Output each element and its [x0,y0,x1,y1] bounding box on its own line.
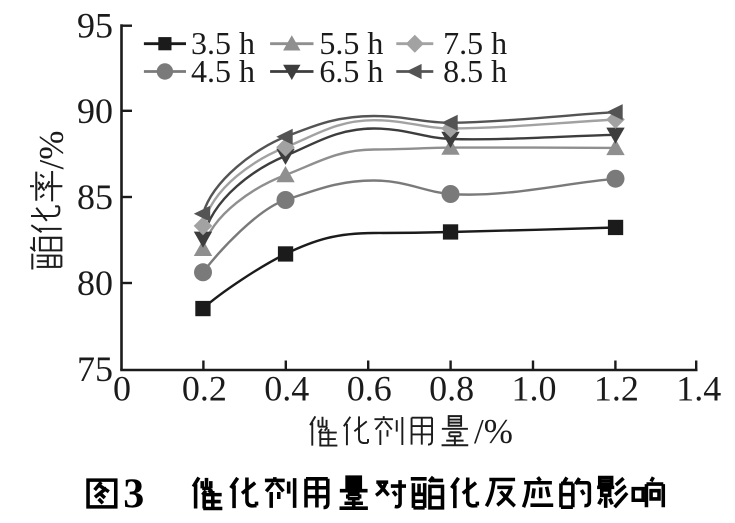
svg-text:/%: /% [32,131,71,170]
svg-text:3: 3 [123,472,144,518]
svg-text:0: 0 [113,369,131,409]
svg-text:7.5 h: 7.5 h [443,25,507,61]
svg-text:3.5 h: 3.5 h [191,25,255,61]
svg-text:0.6: 0.6 [347,369,392,409]
svg-text:80: 80 [77,263,113,303]
svg-text:1.0: 1.0 [512,369,557,409]
svg-text:95: 95 [77,6,113,46]
svg-text:5.5 h: 5.5 h [319,25,383,61]
svg-text:/%: /% [474,412,513,451]
svg-text:6.5 h: 6.5 h [319,53,383,89]
svg-text:1.2: 1.2 [594,369,639,409]
svg-text:85: 85 [77,177,113,217]
svg-text:0.2: 0.2 [182,369,227,409]
svg-text:0.8: 0.8 [429,369,474,409]
svg-text:0.4: 0.4 [264,369,309,409]
svg-text:1.4: 1.4 [676,369,721,409]
svg-text:90: 90 [77,91,113,131]
svg-text:4.5 h: 4.5 h [191,53,255,89]
svg-text:8.5 h: 8.5 h [443,53,507,89]
svg-text:75: 75 [77,349,113,389]
